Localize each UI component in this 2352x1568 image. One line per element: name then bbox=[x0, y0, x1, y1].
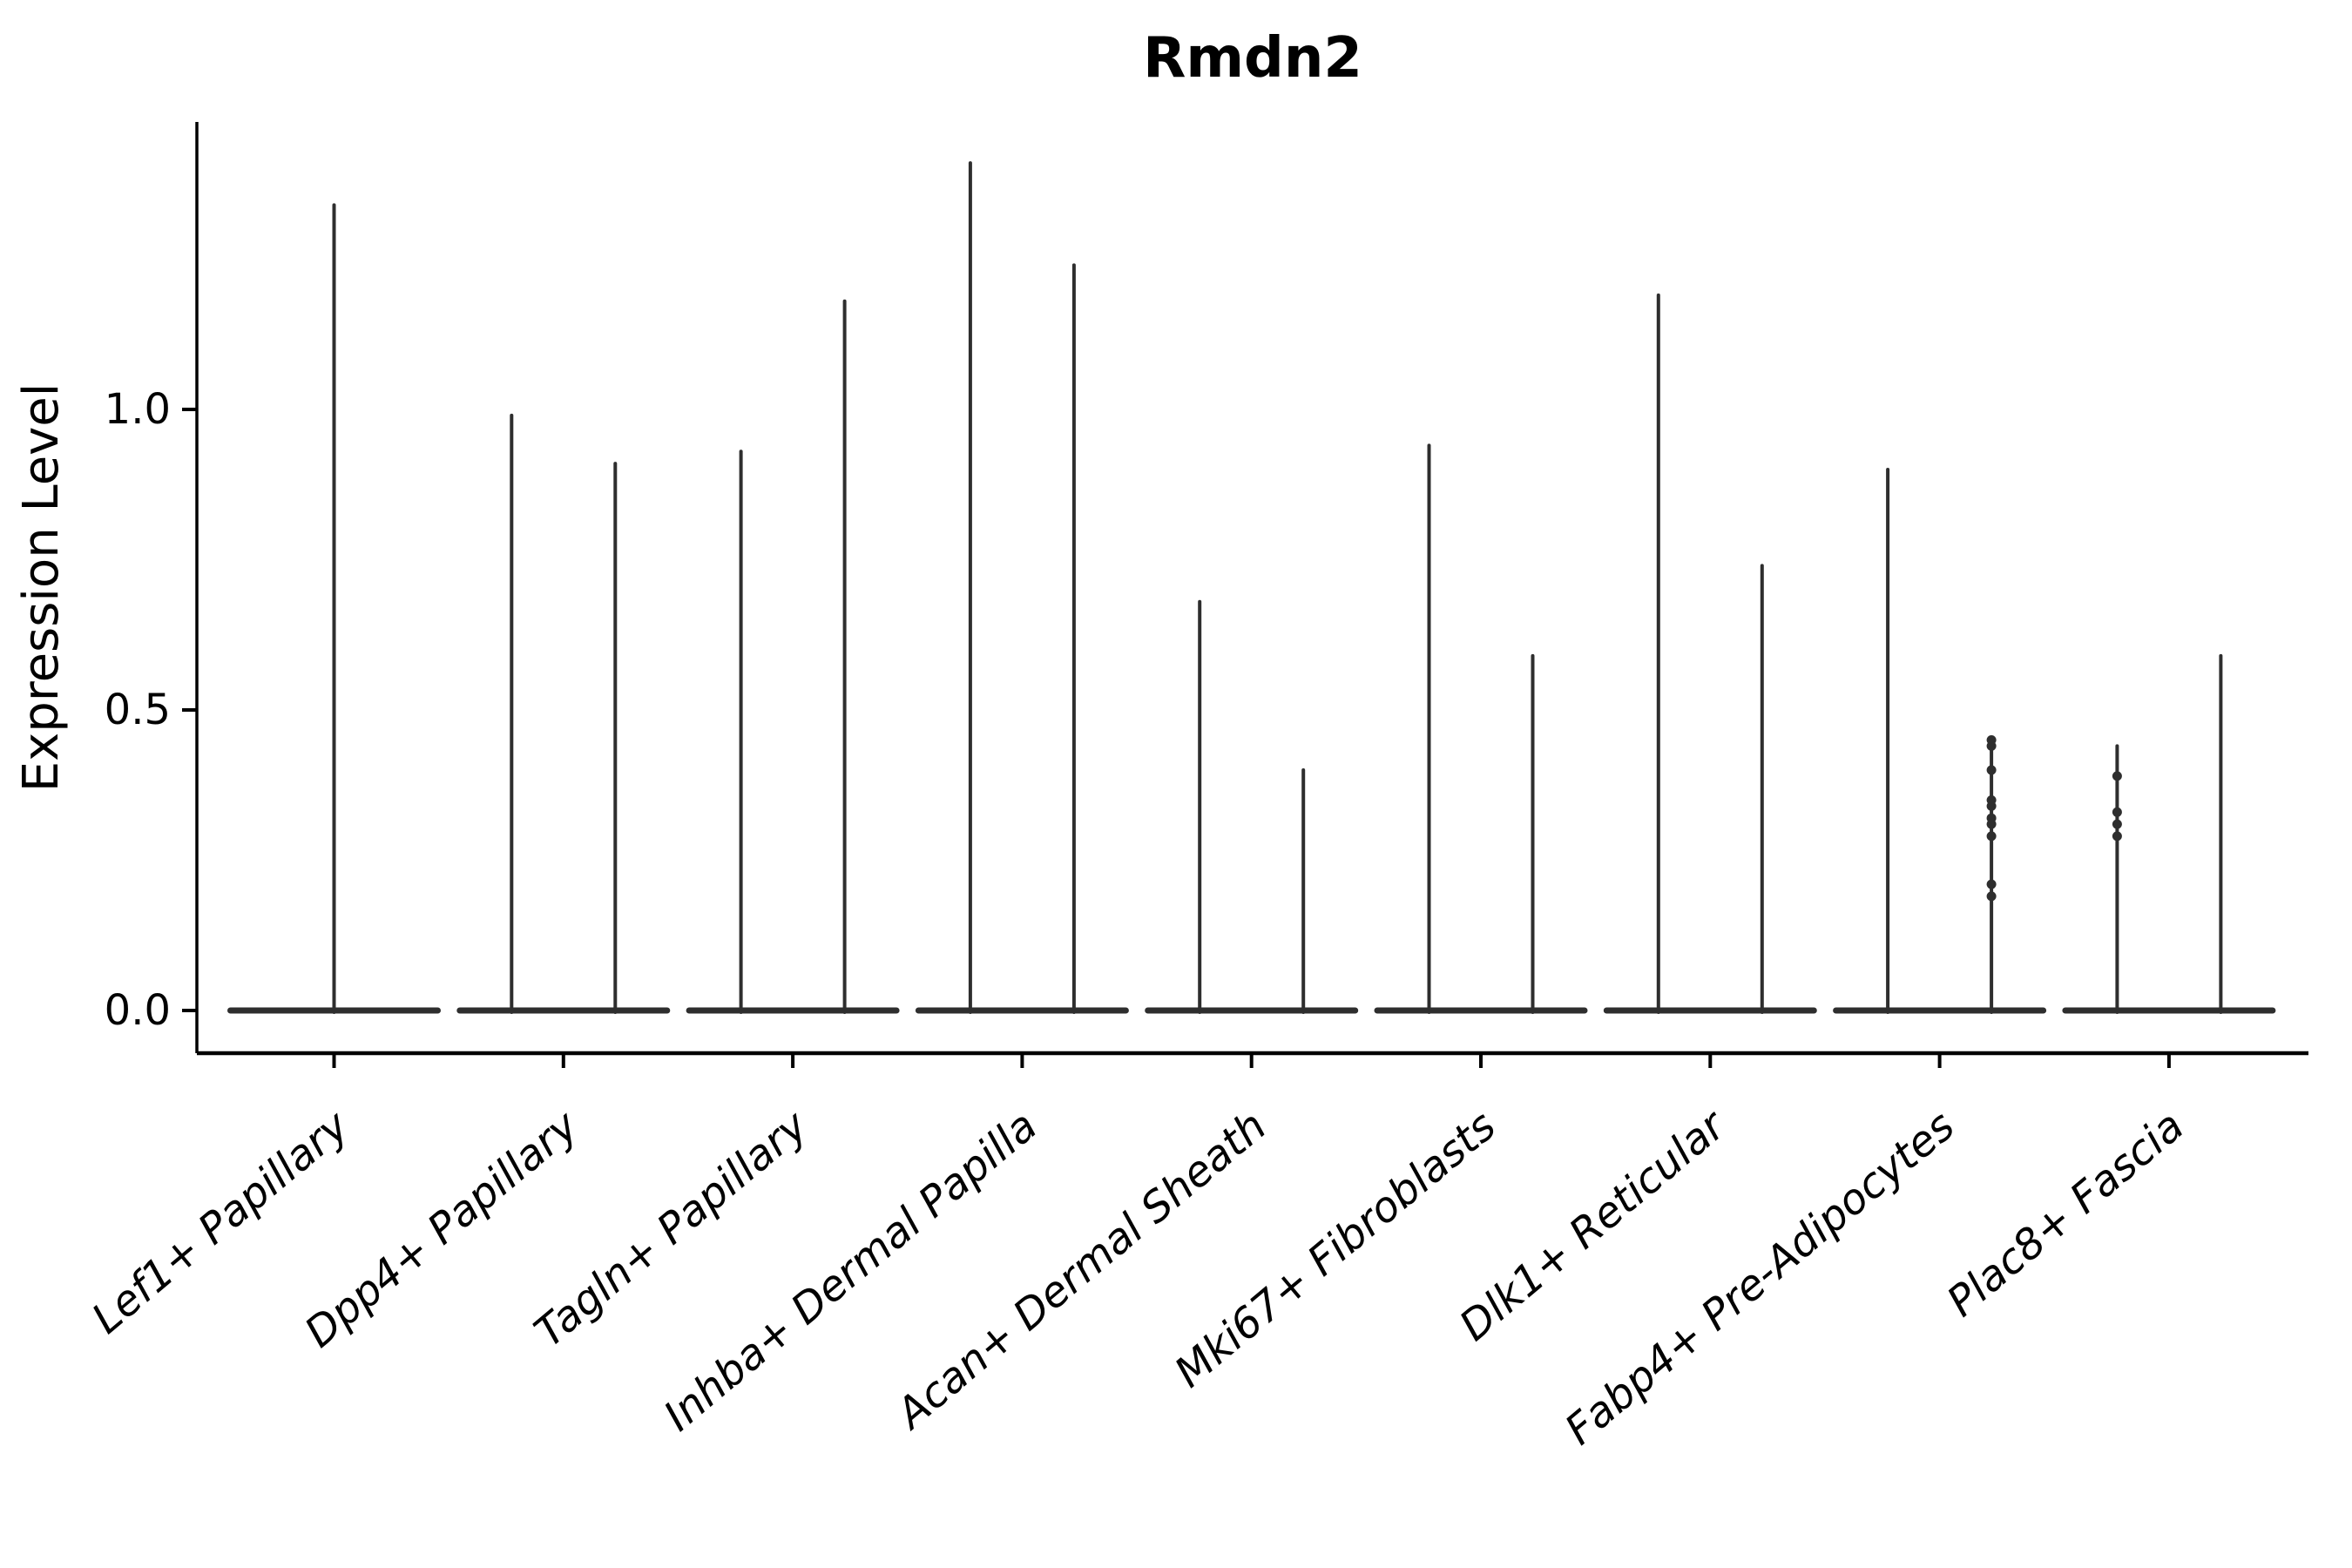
x-tick-label: Inhba+ Dermal Papilla bbox=[655, 1101, 1046, 1441]
jitter-dot bbox=[1986, 891, 1997, 902]
jitter-dot bbox=[1986, 765, 1997, 775]
y-tick-label: 0.5 bbox=[105, 686, 171, 734]
x-tick-label: Acan+ Dermal Sheath bbox=[886, 1101, 1276, 1439]
jitter-dot bbox=[1986, 831, 1997, 841]
jitter-dot bbox=[2112, 807, 2122, 817]
jitter-dot bbox=[2112, 819, 2122, 829]
jitter-dot bbox=[2112, 771, 2122, 781]
chart-title: Rmdn2 bbox=[1143, 26, 1362, 91]
jitter-dot bbox=[2112, 831, 2122, 841]
jitter-dot bbox=[1986, 801, 1997, 811]
x-tick-label: Fabp4+ Pre-Adipocytes bbox=[1556, 1101, 1963, 1455]
y-tick-label: 1.0 bbox=[105, 385, 171, 434]
y-axis-label: Expression Level bbox=[13, 383, 70, 793]
jitter-dot bbox=[1986, 819, 1997, 829]
jitter-dot bbox=[1986, 879, 1997, 889]
x-tick-label: Plac8+ Fascia bbox=[1938, 1101, 2193, 1326]
jitter-dot bbox=[1986, 740, 1997, 751]
y-tick-label: 0.0 bbox=[105, 986, 171, 1035]
